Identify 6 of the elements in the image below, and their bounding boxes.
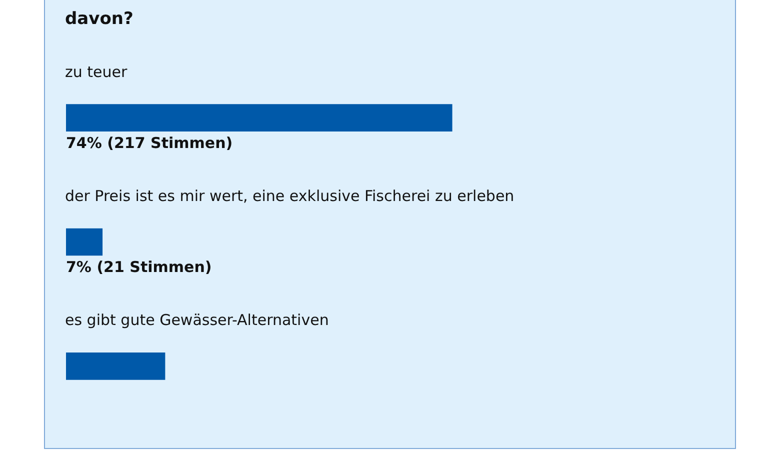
chart-title: davon? bbox=[65, 9, 134, 29]
data-label: 7% (21 Stimmen) bbox=[66, 258, 212, 276]
data-label: 74% (217 Stimmen) bbox=[66, 134, 233, 152]
y-tick-label: der Preis ist es mir wert, eine exklusive Fischerei zu erleben bbox=[65, 187, 514, 205]
y-tick-label: es gibt gute Gewässer-Alternativen bbox=[65, 311, 329, 330]
y-tick-label: zu teuer bbox=[65, 62, 128, 81]
